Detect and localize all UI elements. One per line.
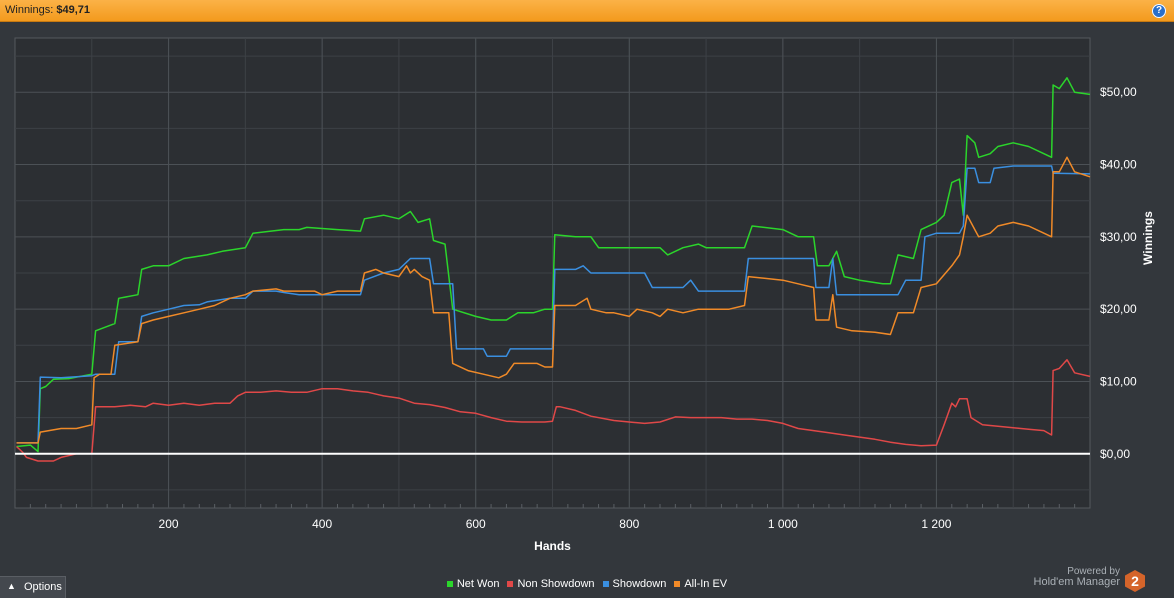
y-tick-label: $0,00	[1100, 447, 1130, 461]
winnings-summary: Winnings: $49,71	[5, 4, 90, 16]
x-tick-label: 800	[619, 517, 639, 531]
legend-swatch	[674, 581, 681, 588]
winnings-chart: 200 400 600 800 1 000 1 200 $0,00 $10,00 $20,00…	[14, 37, 1155, 553]
legend-label: Non Showdown	[517, 578, 595, 590]
legend-label: Showdown	[612, 578, 667, 590]
powered-by: Powered by Hold'em Manager	[1034, 566, 1120, 588]
series-showdown	[16, 165, 1091, 444]
legend-item[interactable]: All-In EV	[674, 578, 727, 590]
legend-label: All-In EV	[684, 578, 728, 590]
x-tick-label: 600	[466, 517, 486, 531]
major-grid	[15, 38, 1090, 508]
logo-number: 2	[1131, 573, 1139, 589]
legend-item[interactable]: Net Won	[446, 578, 500, 590]
x-axis-label: Hands	[534, 539, 571, 553]
chevron-up-icon: ▲	[7, 581, 16, 591]
series-all-in-ev	[16, 156, 1091, 444]
y-tick-label: $40,00	[1100, 158, 1137, 172]
help-icon[interactable]: ?	[1152, 4, 1166, 18]
options-label: Options	[24, 581, 62, 593]
x-tick-label: 200	[159, 517, 179, 531]
y-tick-label: $20,00	[1100, 302, 1137, 316]
series-layer	[15, 77, 1091, 462]
legend-swatch	[446, 581, 453, 588]
powered-by-text: Powered by	[1067, 566, 1120, 577]
legend-label: Net Won	[456, 578, 500, 590]
legend: Net Won Non Showdown Showdown All-In EV	[0, 578, 1174, 590]
winnings-label: Winnings:	[5, 4, 54, 16]
legend-swatch	[507, 581, 514, 588]
y-axis-label: Winnings	[1141, 211, 1155, 265]
winnings-value: $49,71	[56, 4, 91, 16]
options-button[interactable]: ▲ Options	[0, 576, 66, 598]
y-tick-label: $50,00	[1100, 85, 1137, 99]
series-non-showdown	[15, 359, 1091, 462]
y-tick-label: $10,00	[1100, 374, 1137, 388]
series-net-won	[16, 77, 1091, 453]
x-axis-ticks: 200 400 600 800 1 000 1 200	[159, 517, 952, 531]
legend-item[interactable]: Non Showdown	[507, 578, 595, 590]
legend-swatch	[602, 581, 609, 588]
title-bar: Winnings: $49,71 ?	[0, 0, 1174, 22]
y-axis-ticks: $0,00 $10,00 $20,00 $30,00 $40,00 $50,00	[1100, 85, 1137, 461]
product-name: Hold'em Manager	[1033, 576, 1120, 588]
x-tick-label: 400	[312, 517, 332, 531]
x-tick-label: 1 200	[921, 517, 951, 531]
y-tick-label: $30,00	[1100, 230, 1137, 244]
x-tick-label: 1 000	[768, 517, 798, 531]
hm2-logo: 2	[1125, 570, 1145, 592]
legend-item[interactable]: Showdown	[602, 578, 667, 590]
